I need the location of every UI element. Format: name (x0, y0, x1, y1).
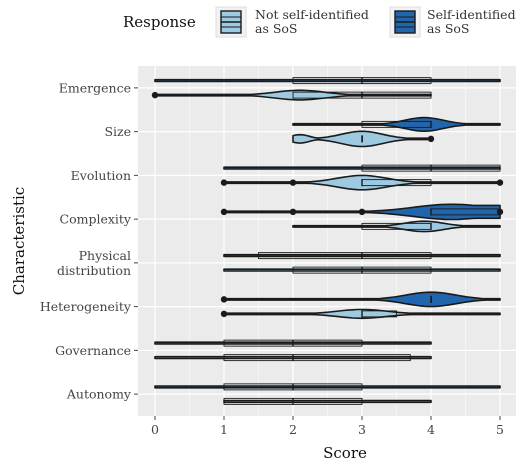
violin-not_sos (292, 220, 501, 233)
category-group (220, 291, 501, 320)
outlier-point (289, 179, 297, 186)
legend-label-sos: as SoS (427, 21, 470, 36)
x-tick-label: 5 (496, 422, 504, 437)
violin-sos (154, 385, 501, 389)
y-tick-label: Complexity (60, 212, 132, 227)
outlier-point (289, 208, 297, 216)
legend-label-not_sos: as SoS (255, 21, 298, 36)
legend-label-not_sos: Not self-identified (255, 7, 369, 22)
y-tick-label: Emergence (59, 80, 131, 95)
outlier-point (427, 135, 435, 143)
y-tick-label: Governance (55, 343, 131, 358)
y-axis-title: Characteristic (10, 187, 28, 295)
outlier-point (220, 208, 228, 216)
axes: 0 1 2 3 4 5 Score Emergence Size Evolution Complex… (10, 80, 504, 462)
outlier-point (220, 310, 228, 318)
category-group (154, 383, 501, 405)
y-tick-label: Size (104, 124, 131, 139)
violin-sos (223, 291, 501, 308)
x-tick-label: 2 (289, 422, 297, 437)
x-axis-title: Score (323, 444, 367, 462)
box-not_sos (223, 354, 411, 362)
outlier-point (496, 179, 504, 186)
violin-sos (154, 78, 501, 83)
x-tick-label: 1 (220, 422, 228, 437)
x-tick-label: 3 (358, 422, 366, 437)
category-group (151, 77, 501, 101)
plot-area (151, 77, 504, 405)
category-group (292, 116, 501, 148)
outlier-point (220, 179, 228, 186)
legend-label-sos: Self-identified (427, 7, 516, 22)
category-group (220, 203, 504, 233)
legend-title: Response (123, 13, 196, 31)
y-tick-label: Autonomy (66, 387, 132, 402)
x-tick-label: 0 (151, 422, 159, 437)
y-tick-label: Evolution (71, 168, 131, 183)
y-tick-label: distribution (57, 263, 131, 278)
x-tick-label: 4 (427, 422, 435, 437)
outlier-point (496, 208, 504, 216)
plot-panel (138, 66, 516, 416)
category-group (223, 252, 501, 274)
violin-sos (292, 116, 501, 132)
outlier-point (358, 208, 366, 216)
outlier-point (220, 296, 228, 303)
category-group (154, 339, 432, 362)
box-sos (258, 252, 432, 260)
category-group (220, 164, 504, 191)
outlier-point (151, 91, 159, 99)
violin-not_sos (223, 399, 432, 404)
y-tick-label: Heterogeneity (40, 299, 132, 314)
y-tick-label: Physical (79, 248, 131, 263)
